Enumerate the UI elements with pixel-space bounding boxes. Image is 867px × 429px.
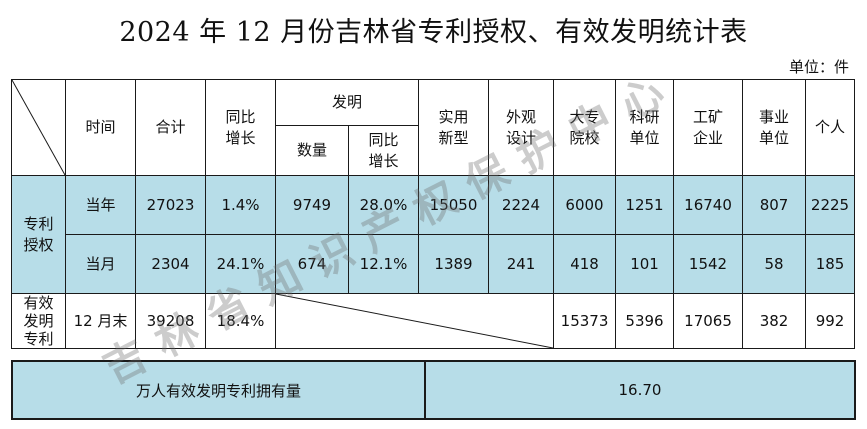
cell-individuals: 992 (806, 294, 855, 349)
header-invention: 发明 (276, 80, 419, 126)
cell-total: 39208 (136, 294, 206, 349)
page-title: 2024 年 12 月份吉林省专利授权、有效发明统计表 (0, 10, 867, 49)
header-invention-count: 数量 (276, 126, 349, 176)
header-individuals: 个人 (806, 80, 855, 176)
cell-invention-count: 674 (276, 235, 349, 294)
header-universities: 大专 院校 (554, 80, 616, 176)
table-row: 当月 2304 24.1% 674 12.1% 1389 241 418 101… (12, 235, 855, 294)
cell-enterprises: 17065 (674, 294, 743, 349)
cell-research: 5396 (616, 294, 674, 349)
statistics-table: 时间 合计 同比 增长 发明 实用 新型 外观 设计 大专 院校 科研 单位 工… (11, 79, 855, 349)
cell-invention-growth: 28.0% (349, 176, 419, 235)
cell-period: 12 月末 (66, 294, 136, 349)
cell-invention-count: 9749 (276, 176, 349, 235)
section-grant-label: 专利 授权 (12, 176, 66, 294)
header-enterprises: 工矿 企业 (674, 80, 743, 176)
cell-institutions: 382 (743, 294, 806, 349)
unit-label: 单位：件 (789, 56, 849, 77)
cell-period: 当月 (66, 235, 136, 294)
empty-diagonal-cell (276, 294, 554, 349)
cell-enterprises: 16740 (674, 176, 743, 235)
header-yoy-growth: 同比 增长 (206, 80, 276, 176)
cell-design: 241 (489, 235, 554, 294)
summary-label: 万人有效发明专利拥有量 (12, 361, 425, 419)
cell-individuals: 2225 (806, 176, 855, 235)
cell-yoy-growth: 24.1% (206, 235, 276, 294)
header-invention-growth: 同比 增长 (349, 126, 419, 176)
cell-institutions: 58 (743, 235, 806, 294)
header-institutions: 事业 单位 (743, 80, 806, 176)
summary-table: 万人有效发明专利拥有量 16.70 (11, 360, 856, 420)
header-design: 外观 设计 (489, 80, 554, 176)
cell-yoy-growth: 18.4% (206, 294, 276, 349)
cell-research: 101 (616, 235, 674, 294)
header-research: 科研 单位 (616, 80, 674, 176)
corner-cell (12, 80, 66, 176)
cell-research: 1251 (616, 176, 674, 235)
header-utility: 实用 新型 (419, 80, 489, 176)
cell-period: 当年 (66, 176, 136, 235)
summary-value: 16.70 (425, 361, 855, 419)
cell-yoy-growth: 1.4% (206, 176, 276, 235)
table-row: 有效 发明 专利 12 月末 39208 18.4% 15373 5396 17… (12, 294, 855, 349)
header-time: 时间 (66, 80, 136, 176)
section-valid-label: 有效 发明 专利 (12, 294, 66, 349)
header-total: 合计 (136, 80, 206, 176)
cell-total: 2304 (136, 235, 206, 294)
cell-utility: 1389 (419, 235, 489, 294)
cell-enterprises: 1542 (674, 235, 743, 294)
cell-individuals: 185 (806, 235, 855, 294)
cell-universities: 6000 (554, 176, 616, 235)
cell-design: 2224 (489, 176, 554, 235)
cell-total: 27023 (136, 176, 206, 235)
cell-universities: 418 (554, 235, 616, 294)
cell-utility: 15050 (419, 176, 489, 235)
cell-universities: 15373 (554, 294, 616, 349)
cell-invention-growth: 12.1% (349, 235, 419, 294)
cell-institutions: 807 (743, 176, 806, 235)
table-row: 专利 授权 当年 27023 1.4% 9749 28.0% 15050 222… (12, 176, 855, 235)
